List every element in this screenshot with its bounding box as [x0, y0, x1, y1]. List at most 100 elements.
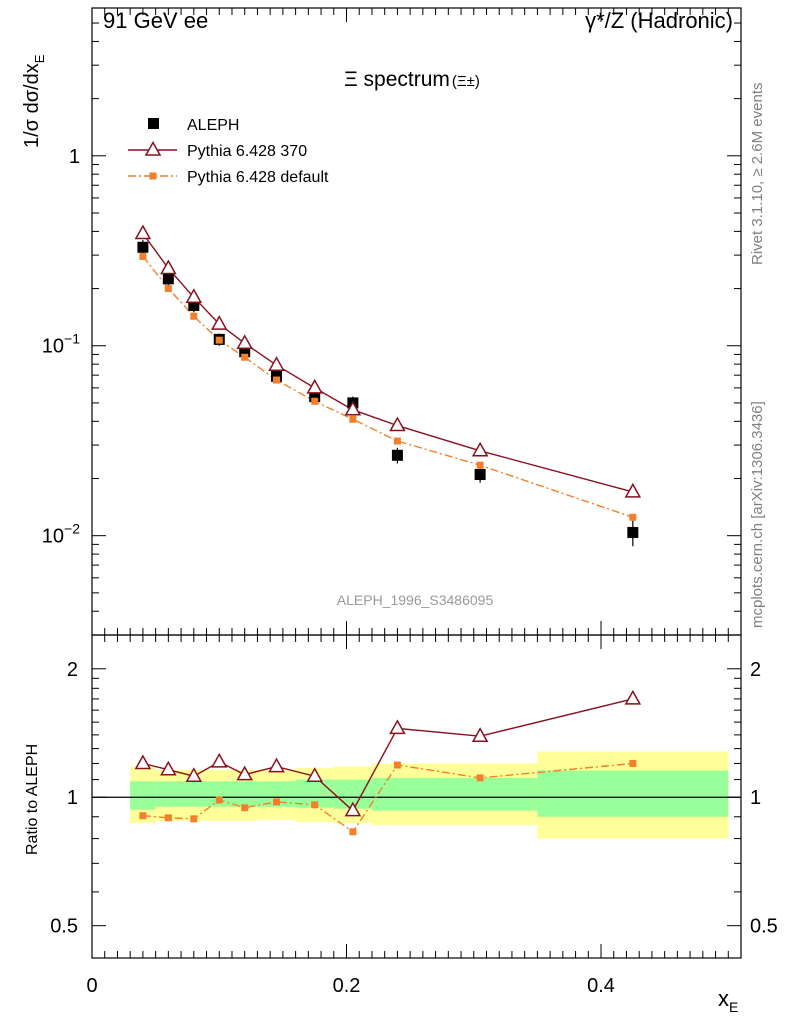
aleph-data-point: [627, 526, 639, 538]
ratio-pythia-default-point: [629, 759, 637, 767]
ratio-y-label: Ratio to ALEPH: [24, 744, 41, 855]
pythia-default-point: [190, 312, 198, 320]
ratio-pythia370-point: [160, 760, 177, 776]
pythia370-point: [185, 288, 203, 304]
x-axis-label-sub: E: [729, 999, 738, 1015]
main-y-tick-label-exp: −1: [64, 331, 80, 347]
pythia370-point: [306, 378, 323, 394]
ratio-frame: [91, 634, 742, 959]
aleph-data-point: [162, 273, 174, 285]
ratio-y-tick-label-right: 2: [750, 659, 761, 681]
ratio-pythia370-point: [236, 765, 253, 781]
ratio-pythia-default-point: [190, 815, 198, 823]
main-y-tick-label: 10−2: [42, 521, 80, 548]
main-y-tick-label-base: 10: [42, 336, 64, 358]
header-right: γ*/Z (Hadronic): [585, 8, 733, 33]
pythia-default-point: [164, 285, 172, 293]
x-tick-label: 0: [86, 975, 97, 997]
ratio-band-inner: [130, 781, 156, 810]
main-frame: [91, 7, 742, 636]
ratio-band-inner: [537, 770, 729, 817]
legend-label-pythia370: Pythia 6.428 370: [187, 143, 307, 160]
ratio-pythia370-point: [306, 767, 323, 782]
main-y-tick-label-exp: −2: [64, 521, 80, 537]
pythia-default-point: [476, 461, 484, 469]
legend: ALEPH Pythia 6.428 370 Pythia 6.428 defa…: [128, 117, 329, 186]
main-y-tick-label: 1: [69, 146, 80, 168]
ratio-pythia370-point: [471, 727, 489, 742]
x-tick-label: 0.4: [587, 975, 615, 997]
pythia370-point: [471, 441, 489, 457]
ratio-panel: 0 0.2 0.4 0.5 0.5 1 1 2 2: [50, 634, 778, 997]
aleph-data-point: [309, 391, 321, 403]
x-axis-label: xE: [718, 986, 738, 1015]
pythia370-line: [142, 233, 633, 493]
ratio-y-tick-label-left: 1: [67, 787, 78, 809]
main-y-label: 1/σ dσ/dxE: [21, 54, 47, 148]
ratio-pythia-default-point: [273, 798, 281, 806]
ratio-pythia-default-point: [476, 774, 484, 782]
ratio-pythia-default-point: [311, 801, 319, 809]
legend-label-pythia-default: Pythia 6.428 default: [187, 169, 329, 186]
mcplots-label: mcplots.cern.ch [arXiv:1306.3436]: [749, 401, 766, 628]
pythia370-point: [134, 224, 152, 240]
pythia-default-point: [215, 336, 223, 344]
ratio-band-inner: [371, 777, 538, 811]
legend-label-aleph: ALEPH: [187, 117, 239, 134]
pythia-default-point: [349, 415, 357, 423]
aleph-data-point: [137, 241, 149, 253]
ratio-pythia370-point: [134, 754, 152, 770]
pythia-default-point: [139, 253, 147, 261]
aleph-data-point: [188, 299, 200, 311]
ratio-y-tick-label-right: 1: [750, 787, 761, 809]
ratio-pythia-default-point: [215, 796, 223, 804]
ratio-pythia370-point: [389, 719, 406, 735]
pythia370-point: [268, 356, 285, 371]
pythia-default-point: [629, 513, 637, 521]
ratio-pythia370-point: [185, 767, 203, 782]
main-y-tick-label-base: 1: [69, 146, 80, 168]
main-y-label-sub: E: [32, 54, 47, 63]
ratio-y-tick-label-left: 0.5: [50, 916, 78, 938]
pythia-default-point: [393, 437, 401, 445]
pythia370-point: [236, 334, 253, 350]
pythia370-point: [160, 259, 177, 275]
aleph-data-point: [474, 468, 486, 480]
analysis-label: ALEPH_1996_S3486095: [337, 592, 494, 608]
pythia-default-point: [273, 376, 281, 384]
pythia370-point: [389, 416, 406, 432]
pythia-default-line: [142, 256, 634, 518]
pythia370-point: [210, 315, 228, 330]
ratio-pythia370-point: [344, 801, 362, 817]
ratio-pythia-default-point: [164, 814, 172, 822]
ratio-y-tick-label-right: 0.5: [750, 916, 778, 938]
pythia370-point: [344, 400, 362, 416]
legend-marker-pythia370: [144, 140, 162, 156]
x-tick-label: 0.2: [333, 975, 361, 997]
pythia-default-point: [311, 397, 319, 405]
aleph-data-point: [271, 370, 283, 382]
aleph-data-point: [391, 449, 403, 461]
ratio-band-inner: [155, 781, 258, 807]
pythia370-point: [624, 482, 642, 498]
main-title-text: Ξ spectrum: [344, 68, 450, 91]
pythia-default-point: [241, 353, 249, 361]
ratio-pythia-default-point: [349, 828, 357, 836]
ratio-pythia-default-point: [241, 804, 249, 812]
main-y-label-text: 1/σ dσ/dx: [21, 63, 43, 148]
x-axis-label-text: x: [718, 986, 729, 1011]
aleph-data-point: [239, 346, 251, 358]
legend-marker-pythia-default: [149, 172, 157, 180]
main-title-suffix: (Ξ±): [452, 73, 480, 90]
ratio-pythia370-point: [210, 752, 228, 768]
ratio-pythia370-point: [268, 757, 285, 773]
main-title: Ξ spectrum (Ξ±): [344, 68, 480, 91]
main-y-tick-label: 10−1: [42, 331, 80, 358]
ratio-pythia-default-point: [139, 812, 147, 820]
main-panel: 110−110−2: [42, 7, 742, 636]
ratio-pythia370-point: [624, 689, 642, 705]
main-y-tick-label-base: 10: [42, 526, 64, 548]
legend-marker-aleph: [148, 118, 159, 129]
ratio-y-tick-label-left: 2: [67, 659, 78, 681]
